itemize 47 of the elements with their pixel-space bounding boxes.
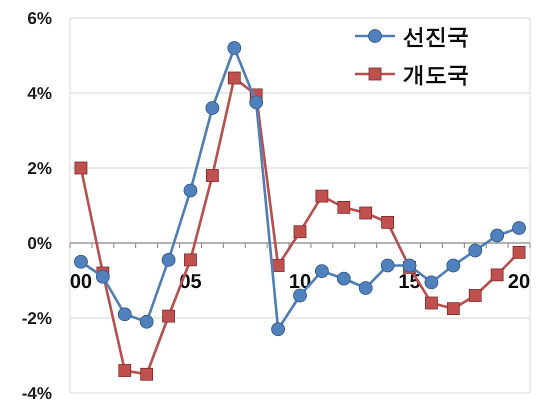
point [162,310,175,323]
y-tick-label: 6% [27,9,52,28]
point [271,322,285,336]
x-tick-label: 20 [508,271,530,293]
point [359,206,372,220]
point [140,368,154,381]
y-tick-label: 0% [27,234,52,253]
y-tick-label: -4% [22,384,52,403]
point [74,162,88,174]
point [162,252,176,267]
point [206,169,219,182]
point [446,258,460,272]
point [468,289,482,302]
point [118,307,132,322]
point [140,314,154,329]
point [381,216,394,229]
point [468,244,482,258]
legend-label: 선진국 [403,24,469,49]
point [337,200,350,214]
point [512,221,526,235]
point [512,246,526,259]
point [490,228,504,242]
point [118,364,132,377]
point [336,272,351,286]
point [315,264,329,278]
point [358,281,373,295]
y-tick-label: 2% [27,159,52,178]
point [184,253,197,266]
point [184,184,198,198]
point [446,302,460,316]
point [96,270,110,284]
y-tick-label: 4% [27,84,52,103]
point [424,275,438,290]
point [490,268,504,282]
x-tick-label: 00 [70,271,92,293]
point [294,225,306,238]
point [293,288,307,302]
point [380,258,395,272]
point [249,95,264,110]
point [74,254,88,269]
point [227,41,242,55]
y-tick-label: -2% [22,309,52,328]
point [228,72,241,84]
point [316,190,328,203]
point [205,101,220,115]
legend-label: 개도국 [403,62,469,87]
point [425,296,438,310]
